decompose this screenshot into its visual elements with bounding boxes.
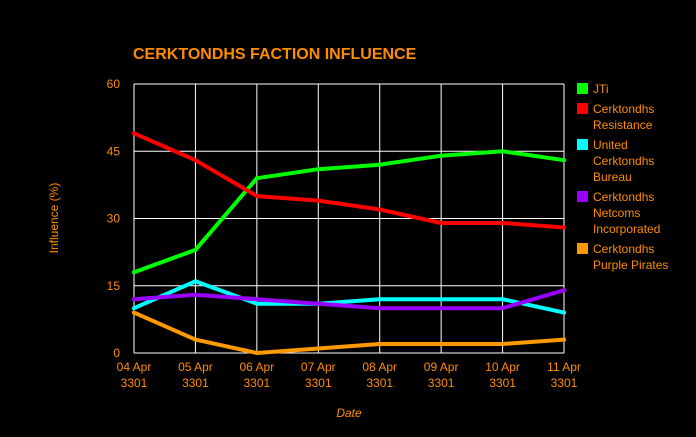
data-point xyxy=(377,162,382,167)
data-point xyxy=(254,194,259,199)
legend-entry: Purple Pirates xyxy=(593,258,668,272)
x-tick-label: 08 Apr xyxy=(362,360,397,374)
data-point xyxy=(254,297,259,302)
data-point xyxy=(562,288,566,293)
data-point xyxy=(254,351,259,355)
data-point xyxy=(500,220,505,225)
legend-entry: Cerktondhs xyxy=(593,154,654,168)
data-point xyxy=(193,292,198,297)
data-point xyxy=(193,247,198,252)
legend-swatch xyxy=(577,103,588,114)
legend-swatch xyxy=(577,243,588,254)
data-point xyxy=(316,167,321,172)
y-tick-label: 15 xyxy=(107,279,121,293)
data-point xyxy=(439,220,444,225)
data-point xyxy=(377,306,382,311)
legend-swatch xyxy=(577,191,588,202)
data-point xyxy=(254,301,259,306)
series-line xyxy=(132,131,566,230)
legend-entry: United xyxy=(593,138,628,152)
legend-entry: Cerktondhs xyxy=(593,102,654,116)
data-point xyxy=(132,297,136,302)
data-point xyxy=(377,342,382,347)
legend-entry: Netcoms xyxy=(593,206,640,220)
x-tick-label: 10 Apr xyxy=(485,360,520,374)
data-point xyxy=(193,158,198,163)
data-point xyxy=(439,342,444,347)
y-axis-label: Influence (%) xyxy=(47,183,61,254)
x-tick-label: 3301 xyxy=(305,376,332,390)
data-point xyxy=(439,153,444,158)
data-point xyxy=(439,306,444,311)
legend-swatch xyxy=(577,139,588,150)
legend-swatch xyxy=(577,83,588,94)
y-tick-label: 60 xyxy=(107,77,121,91)
data-point xyxy=(500,342,505,347)
data-point xyxy=(132,306,136,311)
gridlines xyxy=(133,83,565,354)
data-point xyxy=(193,337,198,342)
data-point xyxy=(316,301,321,306)
legend-entry: Cerktondhs xyxy=(593,190,654,204)
data-point xyxy=(500,306,505,311)
x-axis-ticks: 04 Apr 3301 05 Apr 3301 06 Apr 3301 07 Apr 3301… xyxy=(117,360,581,390)
data-point xyxy=(377,297,382,302)
legend: JTi Cerktondhs Resistance United Cerktondhs B… xyxy=(577,82,668,272)
data-point xyxy=(439,297,444,302)
x-tick-label: 3301 xyxy=(551,376,578,390)
data-point xyxy=(562,225,566,230)
data-point xyxy=(500,297,505,302)
legend-entry: Resistance xyxy=(593,118,653,132)
legend-entry: Cerktondhs xyxy=(593,242,654,256)
x-tick-label: 11 Apr xyxy=(547,360,581,374)
data-point xyxy=(377,207,382,212)
data-point xyxy=(500,149,505,154)
x-tick-label: 04 Apr xyxy=(117,360,152,374)
data-point xyxy=(562,310,566,315)
legend-entry: JTi xyxy=(593,82,609,96)
chart-title: CERKTONDHS FACTION INFLUENCE xyxy=(133,46,417,63)
x-axis-label: Date xyxy=(336,406,362,420)
x-tick-label: 3301 xyxy=(244,376,271,390)
x-tick-label: 3301 xyxy=(489,376,516,390)
x-tick-label: 06 Apr xyxy=(240,360,275,374)
x-tick-label: 09 Apr xyxy=(424,360,459,374)
series-line xyxy=(132,279,566,315)
series-line xyxy=(132,288,566,311)
data-point xyxy=(254,176,259,181)
y-tick-label: 45 xyxy=(107,144,121,158)
x-tick-label: 07 Apr xyxy=(301,360,336,374)
data-point xyxy=(562,337,566,342)
series-line xyxy=(132,310,566,355)
data-point xyxy=(316,198,321,203)
data-point xyxy=(132,270,136,275)
data-point xyxy=(562,158,566,163)
legend-entry: Bureau xyxy=(593,170,632,184)
data-point xyxy=(132,310,136,315)
data-point xyxy=(316,346,321,351)
x-tick-label: 3301 xyxy=(366,376,393,390)
x-tick-label: 05 Apr xyxy=(178,360,213,374)
x-tick-label: 3301 xyxy=(428,376,455,390)
y-tick-label: 0 xyxy=(113,346,120,360)
x-tick-label: 3301 xyxy=(182,376,209,390)
y-tick-label: 30 xyxy=(107,212,121,226)
y-axis-ticks: 0 15 30 45 60 xyxy=(107,77,121,360)
x-tick-label: 3301 xyxy=(121,376,148,390)
series-line xyxy=(132,149,566,275)
data-point xyxy=(193,279,198,284)
data-point xyxy=(132,131,136,136)
series-lines xyxy=(132,131,566,355)
legend-entry: Incorporated xyxy=(593,222,660,236)
